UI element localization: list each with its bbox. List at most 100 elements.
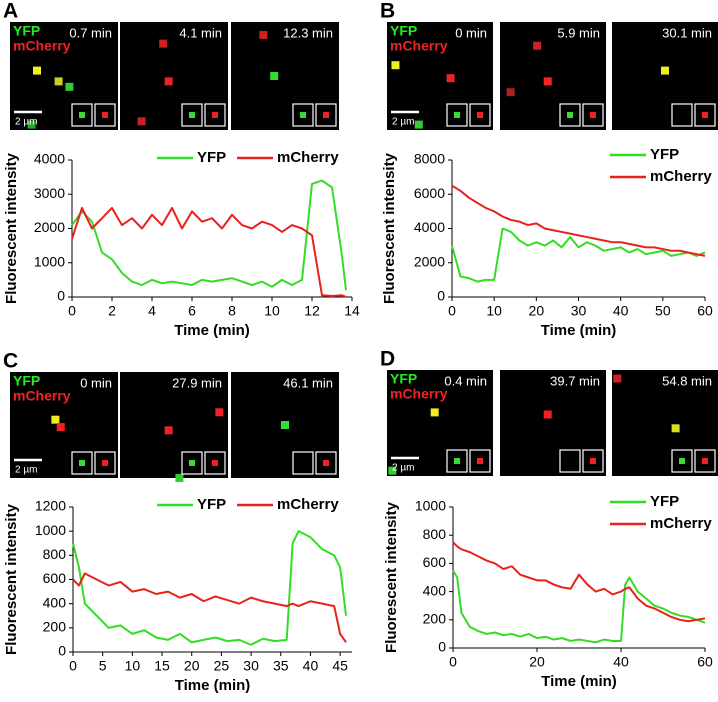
spot: [388, 466, 397, 475]
legend-label: YFP: [197, 496, 226, 513]
x-tick-label: 50: [655, 303, 671, 319]
y-tick-label: 600: [423, 554, 447, 570]
channel-label: YFP: [13, 23, 40, 39]
x-tick-label: 20: [529, 303, 545, 319]
spot: [54, 77, 63, 86]
scale-label: 2 µm: [15, 117, 37, 128]
channel-label: YFP: [390, 371, 417, 387]
x-tick-label: 25: [214, 658, 230, 674]
spot: [543, 410, 552, 419]
inset-spot: [702, 458, 708, 464]
inset-spot: [102, 460, 108, 466]
y-tick-label: 400: [43, 594, 67, 610]
image-time: 0 min: [455, 25, 487, 40]
y-tick-label: 1000: [415, 498, 446, 514]
inset-spot: [590, 112, 596, 118]
spot: [259, 30, 268, 39]
spot: [27, 120, 36, 129]
y-tick-label: 8000: [414, 151, 445, 167]
inset-spot: [323, 460, 329, 466]
y-tick-label: 4000: [414, 219, 445, 235]
spot: [137, 117, 146, 126]
spot: [671, 424, 680, 433]
x-tick-label: 20: [184, 658, 200, 674]
inset-box: [559, 449, 581, 473]
y-tick-label: 800: [43, 546, 67, 562]
series-line: [72, 572, 347, 643]
x-tick-label: 6: [188, 303, 196, 319]
inset-spot: [102, 112, 108, 118]
y-tick-label: 1200: [35, 498, 66, 514]
inset-box: [671, 103, 693, 127]
spot: [414, 120, 423, 129]
y-tick-label: 0: [438, 639, 446, 655]
image-time: 5.9 min: [557, 25, 600, 40]
y-tick-label: 2000: [414, 253, 445, 269]
channel-label: mCherry: [13, 38, 71, 54]
image-time: 39.7 min: [550, 373, 600, 388]
inset-spot: [477, 112, 483, 118]
y-tick-label: 200: [43, 619, 67, 635]
x-tick-label: 10: [125, 658, 141, 674]
spot: [661, 66, 669, 75]
inset-spot: [212, 112, 218, 118]
inset-spot: [590, 458, 596, 464]
legend-label: mCherry: [650, 168, 712, 185]
x-tick-label: 2: [108, 303, 116, 319]
legend-label: mCherry: [277, 149, 339, 166]
inset-spot: [323, 112, 329, 118]
scale-label: 2 µm: [392, 117, 414, 128]
spot: [215, 408, 224, 417]
scale-label: 2 µm: [15, 465, 37, 476]
inset-spot: [189, 112, 195, 118]
series-line: [72, 530, 348, 646]
series-line: [452, 541, 706, 623]
series-line: [71, 179, 347, 291]
x-tick-label: 8: [228, 303, 236, 319]
legend-label: mCherry: [650, 515, 712, 532]
channel-label: mCherry: [390, 38, 448, 54]
y-tick-label: 1000: [35, 522, 66, 538]
inset-spot: [79, 112, 85, 118]
spot: [159, 39, 168, 48]
inset-spot: [454, 458, 460, 464]
spot: [391, 61, 400, 70]
x-axis-title: Time (min): [541, 322, 617, 339]
x-tick-label: 15: [154, 658, 170, 674]
y-tick-label: 0: [58, 643, 66, 659]
x-tick-label: 4: [148, 303, 156, 319]
y-tick-label: 1000: [34, 253, 65, 269]
panel-letter: B: [380, 0, 395, 23]
spot: [175, 474, 184, 482]
channel-label: mCherry: [390, 386, 448, 402]
x-tick-label: 10: [264, 303, 280, 319]
legend-label: mCherry: [277, 496, 339, 513]
spot: [56, 423, 65, 432]
legend-label: YFP: [650, 146, 679, 163]
legend-label: YFP: [650, 493, 679, 510]
x-tick-label: 40: [303, 658, 319, 674]
inset-spot: [567, 112, 573, 118]
spot: [533, 41, 542, 50]
x-axis-title: Time (min): [175, 677, 251, 694]
x-tick-label: 0: [69, 658, 77, 674]
image-time: 54.8 min: [662, 373, 712, 388]
x-tick-label: 5: [99, 658, 107, 674]
x-tick-label: 20: [529, 654, 545, 670]
spot: [430, 408, 439, 417]
x-tick-label: 30: [243, 658, 259, 674]
spot: [281, 421, 289, 429]
x-tick-label: 35: [273, 658, 289, 674]
inset-spot: [679, 458, 685, 464]
image-time: 30.1 min: [662, 25, 712, 40]
scale-label: 2 µm: [392, 463, 414, 474]
x-tick-label: 10: [486, 303, 502, 319]
y-tick-label: 400: [423, 582, 447, 598]
spot: [164, 426, 173, 435]
y-tick-label: 200: [423, 611, 447, 627]
image-time: 0 min: [80, 375, 112, 390]
panel-letter: D: [380, 348, 395, 371]
spot: [543, 77, 552, 86]
spot: [446, 74, 455, 83]
image-time: 46.1 min: [283, 375, 333, 390]
